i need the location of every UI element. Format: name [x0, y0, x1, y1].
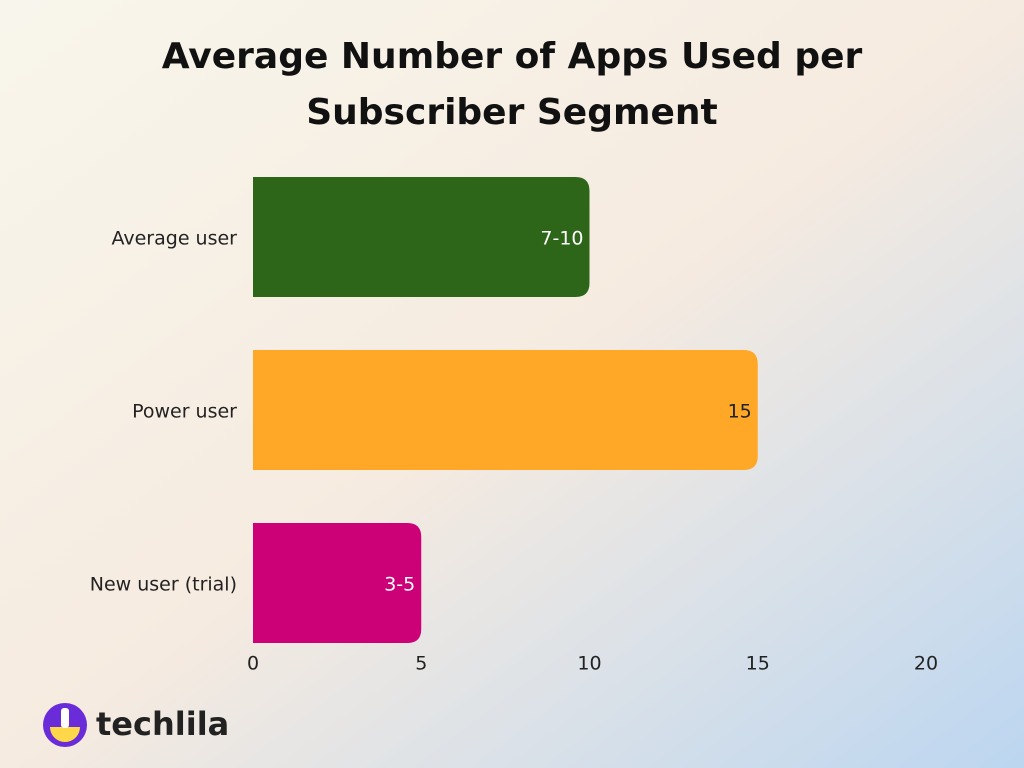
x-tick-label: 10 — [577, 653, 601, 675]
value-label: 15 — [728, 401, 752, 423]
bar — [253, 177, 590, 297]
logo-icon-mark — [61, 708, 69, 728]
value-label: 7-10 — [540, 228, 583, 250]
y-tick-label: Average user — [111, 228, 237, 250]
y-tick-label: New user (trial) — [90, 574, 237, 596]
x-tick-label: 5 — [415, 653, 427, 675]
chart-title: Average Number of Apps Used per Subscribe… — [162, 36, 863, 133]
x-tick-label: 20 — [914, 653, 938, 675]
y-tick-label: Power user — [132, 401, 237, 423]
logo: techlila — [43, 703, 229, 747]
x-tick-label: 15 — [746, 653, 770, 675]
logo-icon-accent — [50, 727, 80, 742]
brand-name: techlila — [96, 705, 229, 743]
bar — [253, 523, 422, 643]
x-tick-label: 0 — [247, 653, 259, 675]
value-label: 3-5 — [384, 574, 415, 596]
bar — [253, 350, 758, 470]
